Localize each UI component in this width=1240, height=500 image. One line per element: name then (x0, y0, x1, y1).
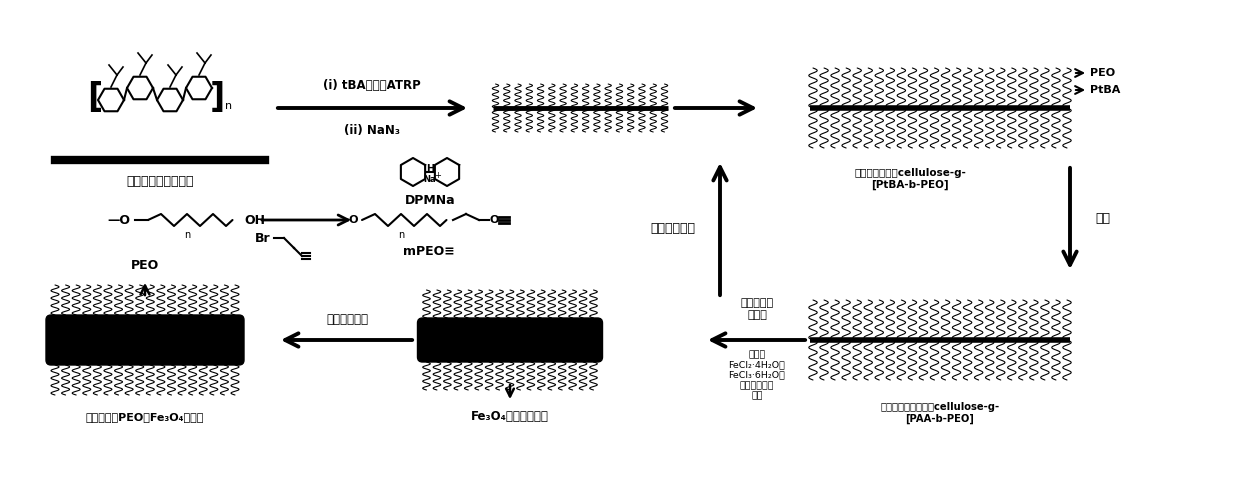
Text: 晶体原位生长: 晶体原位生长 (326, 313, 368, 326)
FancyBboxPatch shape (46, 315, 244, 365)
Text: 化合物
FeCl₂·4H₂O和
FeCl₃·6H₂O为
前驱体化合物
体系: 化合物 FeCl₂·4H₂O和 FeCl₃·6H₂O为 前驱体化合物 体系 (729, 350, 785, 401)
Text: ]: ] (210, 82, 224, 114)
Text: [: [ (87, 82, 103, 114)
FancyBboxPatch shape (418, 318, 603, 362)
Text: n: n (398, 230, 404, 240)
Text: Br: Br (255, 232, 272, 244)
Text: 加入前驱体
化合物: 加入前驱体 化合物 (740, 298, 774, 320)
Text: Na: Na (424, 174, 436, 184)
Text: n: n (224, 101, 232, 111)
Text: 表面覆盖有PEO的Fe₃O₄纳米棒: 表面覆盖有PEO的Fe₃O₄纳米棒 (86, 412, 205, 422)
Text: +: + (434, 172, 441, 180)
Text: DPMNa: DPMNa (404, 194, 455, 207)
Text: H: H (425, 164, 434, 174)
Text: 刷状嵌段共聚物cellulose-g-
[PtBA-b-PEO]: 刷状嵌段共聚物cellulose-g- [PtBA-b-PEO] (854, 168, 966, 190)
Text: O: O (489, 215, 498, 225)
Text: Fe₃O₄前驱体化合物: Fe₃O₄前驱体化合物 (471, 410, 549, 423)
Text: PEO: PEO (131, 259, 159, 272)
Text: n: n (184, 230, 190, 240)
Text: 链接化学反应: 链接化学反应 (650, 222, 694, 235)
Text: mPEO≡: mPEO≡ (403, 245, 455, 258)
Text: (ii) NaN₃: (ii) NaN₃ (343, 124, 401, 137)
Text: PtBA: PtBA (1090, 85, 1121, 95)
Text: 纤维素大分子引发剂: 纤维素大分子引发剂 (126, 175, 193, 188)
Text: PEO: PEO (1090, 68, 1115, 78)
Text: —O: —O (339, 215, 360, 225)
Text: (i) tBA单体的ATRP: (i) tBA单体的ATRP (324, 79, 420, 92)
Text: —O: —O (107, 214, 130, 226)
Text: OH: OH (244, 214, 265, 226)
Text: 水解: 水解 (1095, 212, 1110, 226)
Text: 刷状嵌段共聚物模板cellulose-g-
[PAA-b-PEO]: 刷状嵌段共聚物模板cellulose-g- [PAA-b-PEO] (880, 402, 999, 424)
